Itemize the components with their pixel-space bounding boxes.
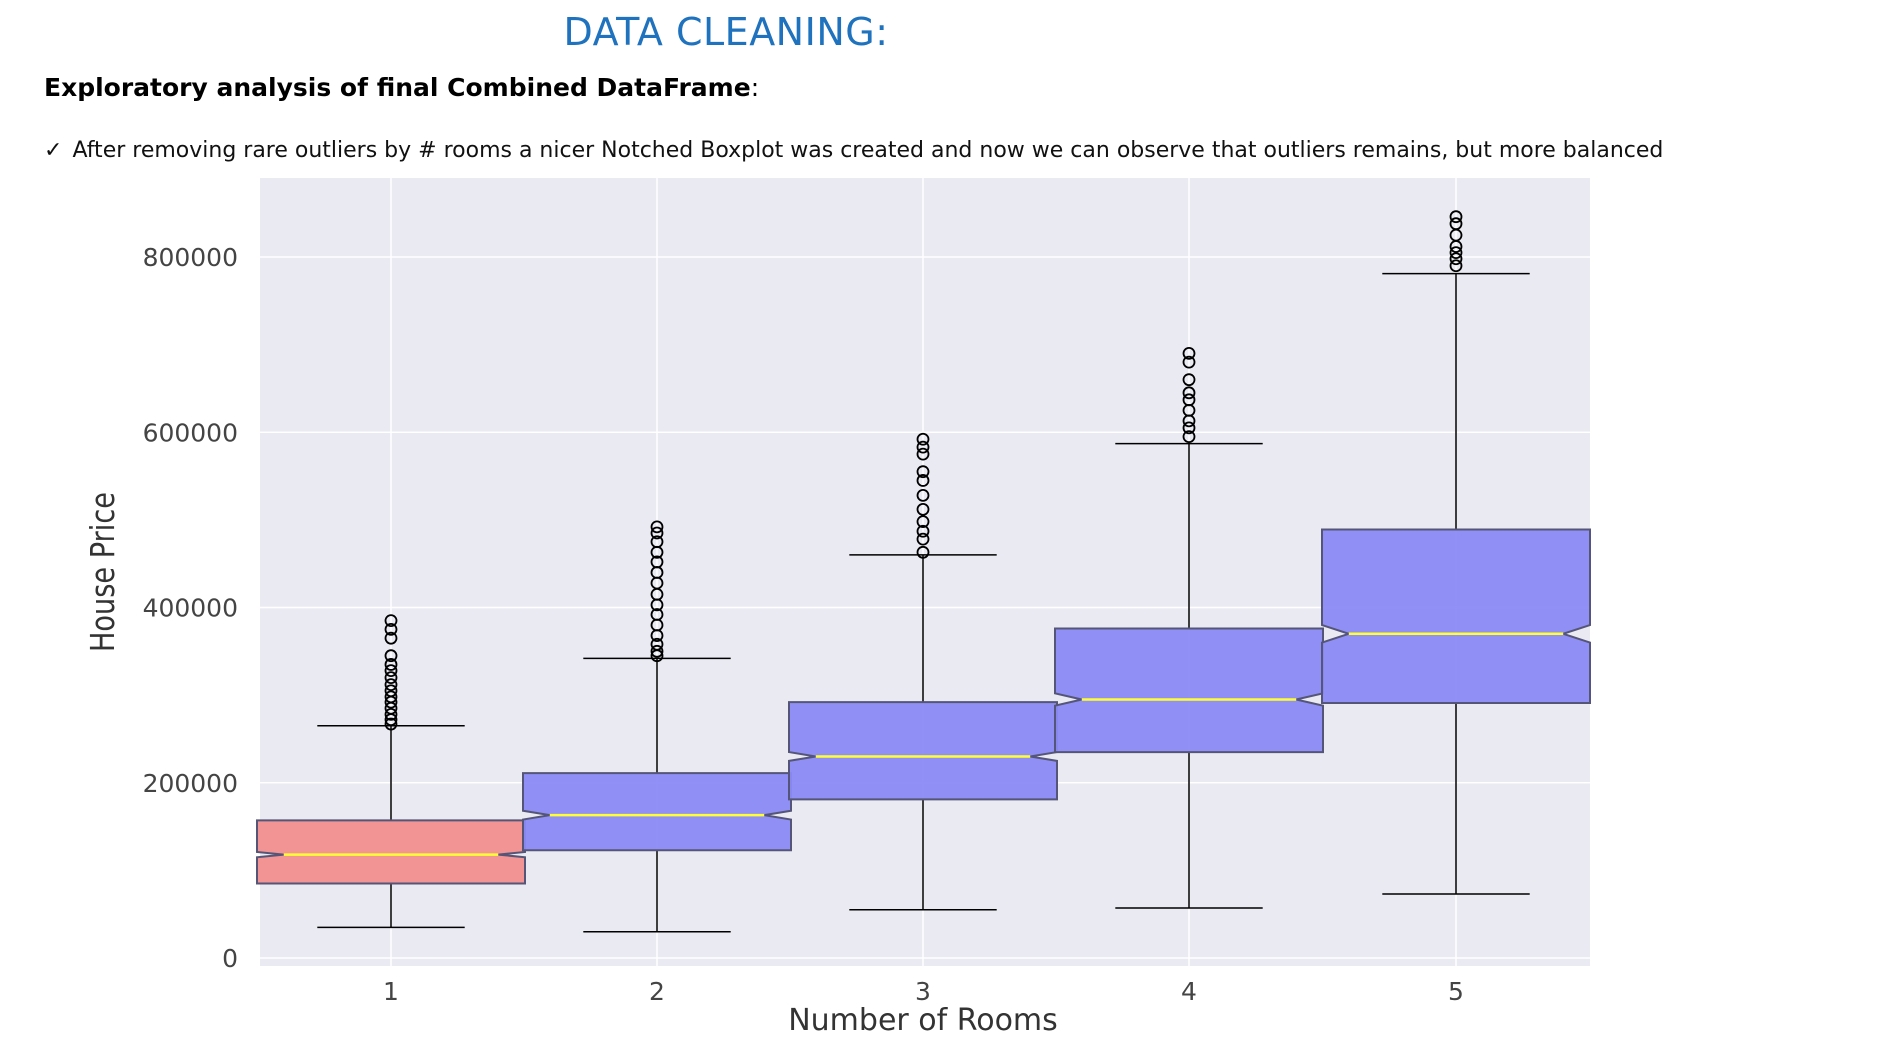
outlier-point bbox=[650, 520, 664, 534]
x-tick-label: 2 bbox=[649, 977, 665, 1006]
section-heading-colon: : bbox=[750, 73, 760, 102]
outlier-point bbox=[1449, 217, 1463, 231]
y-axis-label: House Price bbox=[83, 492, 122, 652]
outlier-point bbox=[384, 671, 398, 684]
outlier-point bbox=[384, 614, 398, 628]
boxes bbox=[256, 210, 1591, 933]
outlier-point bbox=[916, 532, 930, 546]
outlier-point bbox=[1449, 259, 1463, 273]
outlier-point bbox=[1182, 355, 1196, 369]
outlier-point bbox=[650, 637, 664, 651]
y-tick-labels: 0 200000 400000 600000 800000 bbox=[143, 243, 238, 973]
outlier-point bbox=[650, 526, 664, 540]
x-tick-label: 5 bbox=[1448, 977, 1464, 1006]
outlier-point bbox=[916, 502, 930, 516]
page-title: DATA CLEANING: bbox=[563, 10, 889, 54]
box-body bbox=[1321, 528, 1591, 705]
outlier-point bbox=[916, 474, 930, 487]
box-2 bbox=[522, 520, 792, 933]
outlier-point bbox=[916, 515, 930, 529]
outlier-point bbox=[650, 535, 664, 549]
outlier-point bbox=[384, 717, 398, 731]
outlier-point bbox=[384, 664, 398, 677]
outlier-point bbox=[650, 608, 664, 621]
outlier-point bbox=[1182, 421, 1196, 435]
box-body bbox=[788, 701, 1058, 801]
x-tick-labels: 1 2 3 4 5 bbox=[383, 977, 1464, 1006]
outlier-point bbox=[1182, 346, 1196, 360]
outlier-point bbox=[650, 555, 664, 569]
bullet-text: After removing rare outliers by # rooms … bbox=[72, 138, 1664, 163]
x-tick-label: 1 bbox=[383, 977, 399, 1006]
bullet-point: ✓ After removing rare outliers by # rooms… bbox=[44, 138, 1663, 163]
outlier-point bbox=[1182, 393, 1196, 407]
y-tick-label: 800000 bbox=[143, 243, 238, 272]
outlier-point bbox=[916, 447, 930, 461]
box-body bbox=[256, 819, 526, 885]
outlier-point bbox=[1449, 252, 1463, 266]
box-body bbox=[522, 772, 792, 852]
outlier-point bbox=[916, 432, 930, 446]
outlier-point bbox=[916, 440, 930, 454]
outlier-point bbox=[384, 708, 398, 721]
box-4 bbox=[1054, 346, 1324, 909]
outlier-point bbox=[1182, 373, 1196, 387]
outlier-point bbox=[384, 631, 398, 645]
outlier-point bbox=[650, 644, 664, 658]
outlier-point bbox=[384, 649, 398, 663]
outlier-point bbox=[1182, 386, 1196, 400]
outlier-point bbox=[384, 684, 398, 698]
outlier-point bbox=[1449, 210, 1463, 224]
check-icon: ✓ bbox=[44, 138, 63, 163]
outlier-point bbox=[916, 465, 930, 479]
x-tick-label: 4 bbox=[1181, 977, 1197, 1006]
outlier-point bbox=[1449, 246, 1463, 260]
outlier-point bbox=[384, 623, 398, 636]
box-body bbox=[1054, 627, 1324, 754]
outlier-point bbox=[384, 658, 398, 671]
y-tick-label: 400000 bbox=[143, 594, 238, 623]
y-tick-label: 600000 bbox=[143, 418, 238, 447]
box-3 bbox=[788, 432, 1058, 911]
outlier-point bbox=[916, 524, 930, 538]
outlier-point bbox=[384, 690, 398, 704]
y-tick-label: 0 bbox=[222, 944, 238, 973]
outlier-point bbox=[916, 545, 930, 559]
section-heading-text: Exploratory analysis of final Combined D… bbox=[44, 73, 751, 102]
section-heading: Exploratory analysis of final Combined D… bbox=[44, 73, 759, 102]
outlier-point bbox=[1182, 430, 1196, 444]
x-axis-label: Number of Rooms bbox=[788, 1003, 1058, 1038]
y-tick-label: 200000 bbox=[143, 769, 238, 798]
x-tick-label: 3 bbox=[915, 977, 931, 1006]
outlier-point bbox=[916, 488, 930, 502]
box-5 bbox=[1321, 210, 1591, 895]
outlier-point bbox=[384, 678, 398, 692]
